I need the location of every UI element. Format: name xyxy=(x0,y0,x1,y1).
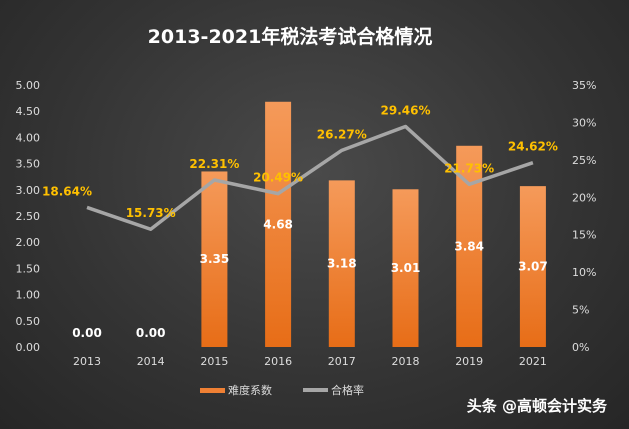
legend-swatch xyxy=(200,387,225,393)
y-right-tick: 20% xyxy=(572,191,596,204)
y-left-tick: 2.00 xyxy=(16,236,41,249)
legend-item-bar: 难度系数 xyxy=(200,382,272,398)
y-left-tick: 1.00 xyxy=(16,289,41,302)
x-tick: 2014 xyxy=(137,355,165,368)
bar-label: 3.35 xyxy=(200,252,230,266)
y-right-tick: 15% xyxy=(572,229,596,242)
y-left-tick: 0.00 xyxy=(16,341,41,354)
x-tick: 2018 xyxy=(392,355,420,368)
y-left-tick: 0.50 xyxy=(16,315,41,328)
x-tick: 2017 xyxy=(328,355,356,368)
x-tick: 2013 xyxy=(73,355,101,368)
y-right-tick: 25% xyxy=(572,154,596,167)
bar-label: 3.07 xyxy=(518,260,548,274)
y-left-tick: 4.00 xyxy=(16,131,41,144)
y-right-tick: 5% xyxy=(572,304,589,317)
bar-label: 3.01 xyxy=(391,261,421,275)
y-left-tick: 3.50 xyxy=(16,158,41,171)
legend-item-line: 合格率 xyxy=(303,382,364,398)
line-label: 18.64% xyxy=(42,184,92,198)
bar-label: 0.00 xyxy=(72,326,102,340)
y-right-tick: 35% xyxy=(572,79,596,92)
pass-rate-line xyxy=(86,124,534,231)
line-label: 24.62% xyxy=(508,140,558,154)
y-left-tick: 2.50 xyxy=(16,210,41,223)
line-label: 26.27% xyxy=(317,127,367,141)
legend-swatch xyxy=(303,388,328,392)
legend-label: 难度系数 xyxy=(228,384,272,397)
bar xyxy=(328,180,355,347)
bar-label: 0.00 xyxy=(136,326,166,340)
y-left-tick: 4.50 xyxy=(16,105,41,118)
bar xyxy=(456,145,483,347)
line-label: 20.49% xyxy=(253,171,303,185)
y-left-tick: 1.50 xyxy=(16,262,41,275)
watermark: 头条 @高顿会计实务 xyxy=(466,397,607,415)
chart-title: 2013-2021年税法考试合格情况 xyxy=(147,26,433,48)
x-tick: 2015 xyxy=(200,355,228,368)
line-label: 22.31% xyxy=(189,157,239,171)
y-right-tick: 0% xyxy=(572,341,589,354)
line-label: 15.73% xyxy=(126,206,176,220)
x-tick: 2016 xyxy=(264,355,292,368)
bar-label: 3.84 xyxy=(454,239,484,253)
bar xyxy=(265,101,292,347)
bar xyxy=(519,186,546,347)
bar xyxy=(201,171,228,347)
line-label: 21.73% xyxy=(444,161,494,175)
y-left-tick: 5.00 xyxy=(16,79,41,92)
y-right-tick: 10% xyxy=(572,266,596,279)
line-label: 29.46% xyxy=(381,103,431,117)
y-right-tick: 30% xyxy=(572,116,596,129)
bar-label: 3.18 xyxy=(327,257,357,271)
y-left-tick: 3.00 xyxy=(16,184,41,197)
legend-label: 合格率 xyxy=(331,384,364,397)
x-tick: 2021 xyxy=(519,355,547,368)
bar xyxy=(392,189,419,347)
bar-label: 4.68 xyxy=(263,217,293,231)
x-tick: 2019 xyxy=(455,355,483,368)
